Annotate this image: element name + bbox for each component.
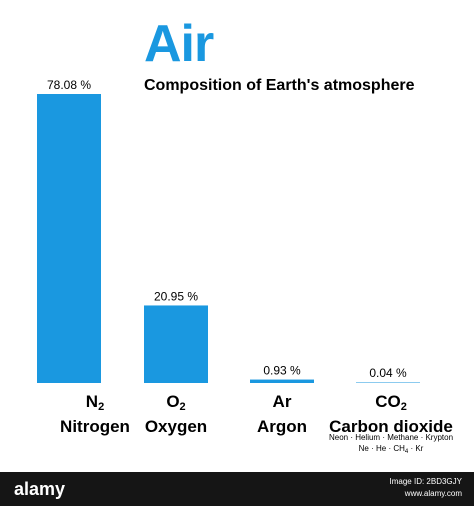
bar-4: [356, 382, 420, 383]
image-info: Image ID: 2BD3GJY www.alamy.com: [390, 476, 462, 500]
formula-label: Ar: [272, 392, 292, 411]
chart-title: Air: [144, 15, 214, 73]
category-label-nitrogen: N2 Nitrogen: [30, 392, 160, 436]
formula-label: O2: [166, 392, 186, 413]
value-label-4: 0.04 %: [369, 366, 407, 380]
value-label-3: 0.93 %: [263, 364, 301, 378]
category-label-carbon-dioxide: CO2 Carbon dioxide: [316, 392, 466, 436]
alamy-logo: alamy: [14, 479, 66, 499]
value-label-2: 20.95 %: [154, 289, 198, 303]
trace-gases-symbols: Ne · He · CH4 · Kr: [358, 444, 424, 455]
category-label-oxygen: O2 Oxygen: [122, 392, 230, 436]
name-label: Carbon dioxide: [329, 417, 453, 436]
image-id: Image ID: 2BD3GJY: [389, 477, 462, 486]
watermark-footer: alamy Image ID: 2BD3GJY www.alamy.com: [0, 472, 474, 506]
site-url: www.alamy.com: [404, 489, 462, 498]
formula-label: CO2: [375, 392, 407, 413]
bar-1: [37, 94, 101, 383]
name-label: Oxygen: [144, 417, 208, 436]
category-label-argon: Ar Argon: [228, 392, 336, 436]
bar-2: [144, 305, 208, 383]
value-label-1: 78.08 %: [47, 78, 91, 92]
trace-gases-note: Neon · Helium · Methane · Krypton: [328, 433, 454, 442]
bar-chart: 78.08 % 20.95 % 0.93 % 0.04 %: [37, 78, 420, 383]
chart-subtitle: Composition of Earth's atmosphere: [144, 77, 415, 94]
bar-3: [250, 379, 314, 383]
name-label: Argon: [256, 417, 308, 436]
formula-label: N2: [85, 392, 105, 413]
name-label: Nitrogen: [60, 417, 130, 436]
